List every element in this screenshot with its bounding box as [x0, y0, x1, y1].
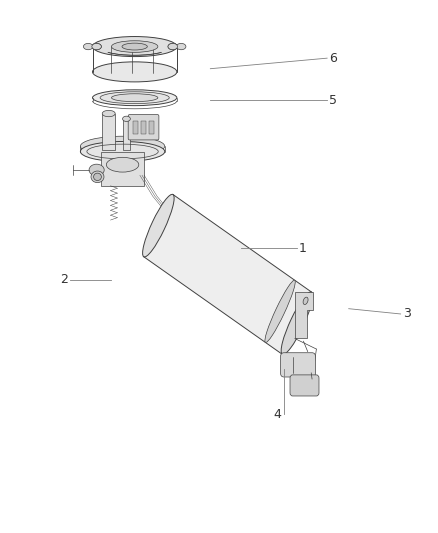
- Ellipse shape: [92, 43, 101, 50]
- Text: 4: 4: [274, 408, 282, 421]
- Ellipse shape: [91, 171, 104, 183]
- Polygon shape: [144, 195, 311, 354]
- Ellipse shape: [265, 280, 295, 343]
- Ellipse shape: [114, 43, 124, 50]
- Bar: [141, 122, 146, 134]
- Ellipse shape: [177, 43, 186, 50]
- Ellipse shape: [106, 157, 139, 172]
- Text: 3: 3: [403, 308, 411, 320]
- Ellipse shape: [81, 141, 165, 161]
- Ellipse shape: [89, 164, 104, 176]
- Polygon shape: [295, 292, 313, 338]
- Text: 1: 1: [299, 241, 307, 255]
- Text: 6: 6: [329, 52, 337, 64]
- Ellipse shape: [146, 43, 155, 50]
- Ellipse shape: [281, 292, 313, 354]
- FancyBboxPatch shape: [290, 375, 319, 396]
- Ellipse shape: [168, 43, 177, 50]
- Ellipse shape: [94, 173, 101, 181]
- Ellipse shape: [122, 43, 147, 50]
- Ellipse shape: [83, 43, 93, 50]
- Ellipse shape: [303, 297, 308, 304]
- Ellipse shape: [100, 92, 169, 103]
- Ellipse shape: [146, 43, 155, 50]
- Ellipse shape: [92, 90, 177, 106]
- Bar: [123, 119, 131, 150]
- Ellipse shape: [92, 62, 177, 82]
- Ellipse shape: [92, 37, 177, 56]
- FancyBboxPatch shape: [280, 353, 315, 377]
- Text: 2: 2: [60, 273, 67, 286]
- Ellipse shape: [81, 136, 165, 156]
- Bar: [102, 114, 115, 150]
- Bar: [133, 122, 138, 134]
- Ellipse shape: [112, 41, 158, 52]
- Ellipse shape: [168, 43, 177, 50]
- FancyBboxPatch shape: [128, 115, 159, 140]
- Ellipse shape: [112, 94, 158, 102]
- Ellipse shape: [143, 195, 174, 257]
- Ellipse shape: [92, 43, 101, 50]
- Bar: [101, 151, 144, 186]
- Ellipse shape: [123, 116, 131, 122]
- Bar: [148, 122, 154, 134]
- Text: 5: 5: [329, 94, 337, 107]
- Ellipse shape: [114, 43, 124, 50]
- Ellipse shape: [102, 110, 115, 117]
